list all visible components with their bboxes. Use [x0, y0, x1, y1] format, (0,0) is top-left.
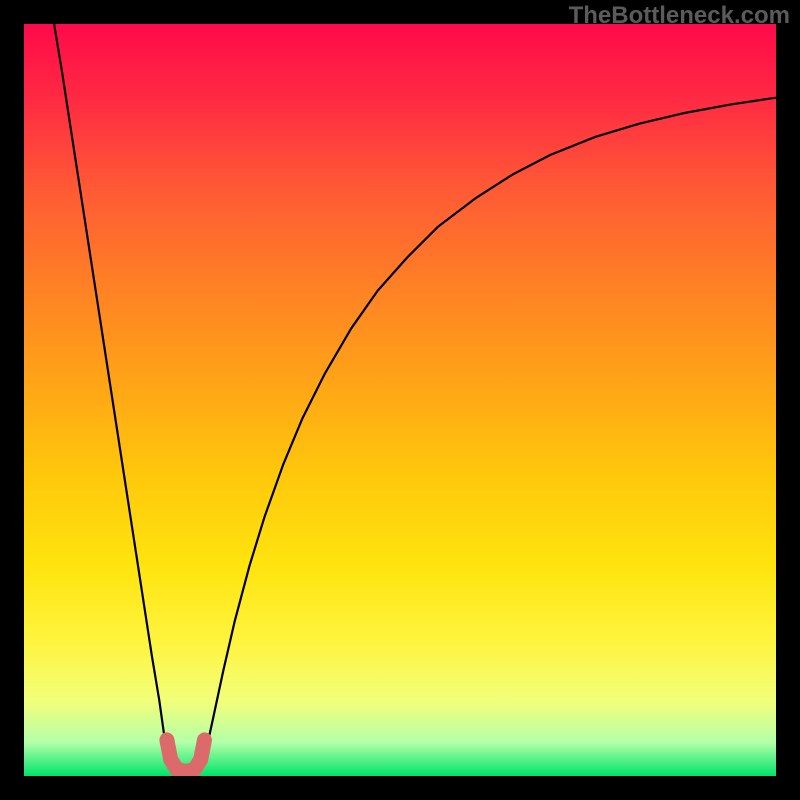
gradient-background [24, 24, 776, 776]
chart-frame: TheBottleneck.com [0, 0, 800, 800]
bottleneck-chart [24, 24, 776, 776]
watermark-text: TheBottleneck.com [569, 2, 790, 30]
